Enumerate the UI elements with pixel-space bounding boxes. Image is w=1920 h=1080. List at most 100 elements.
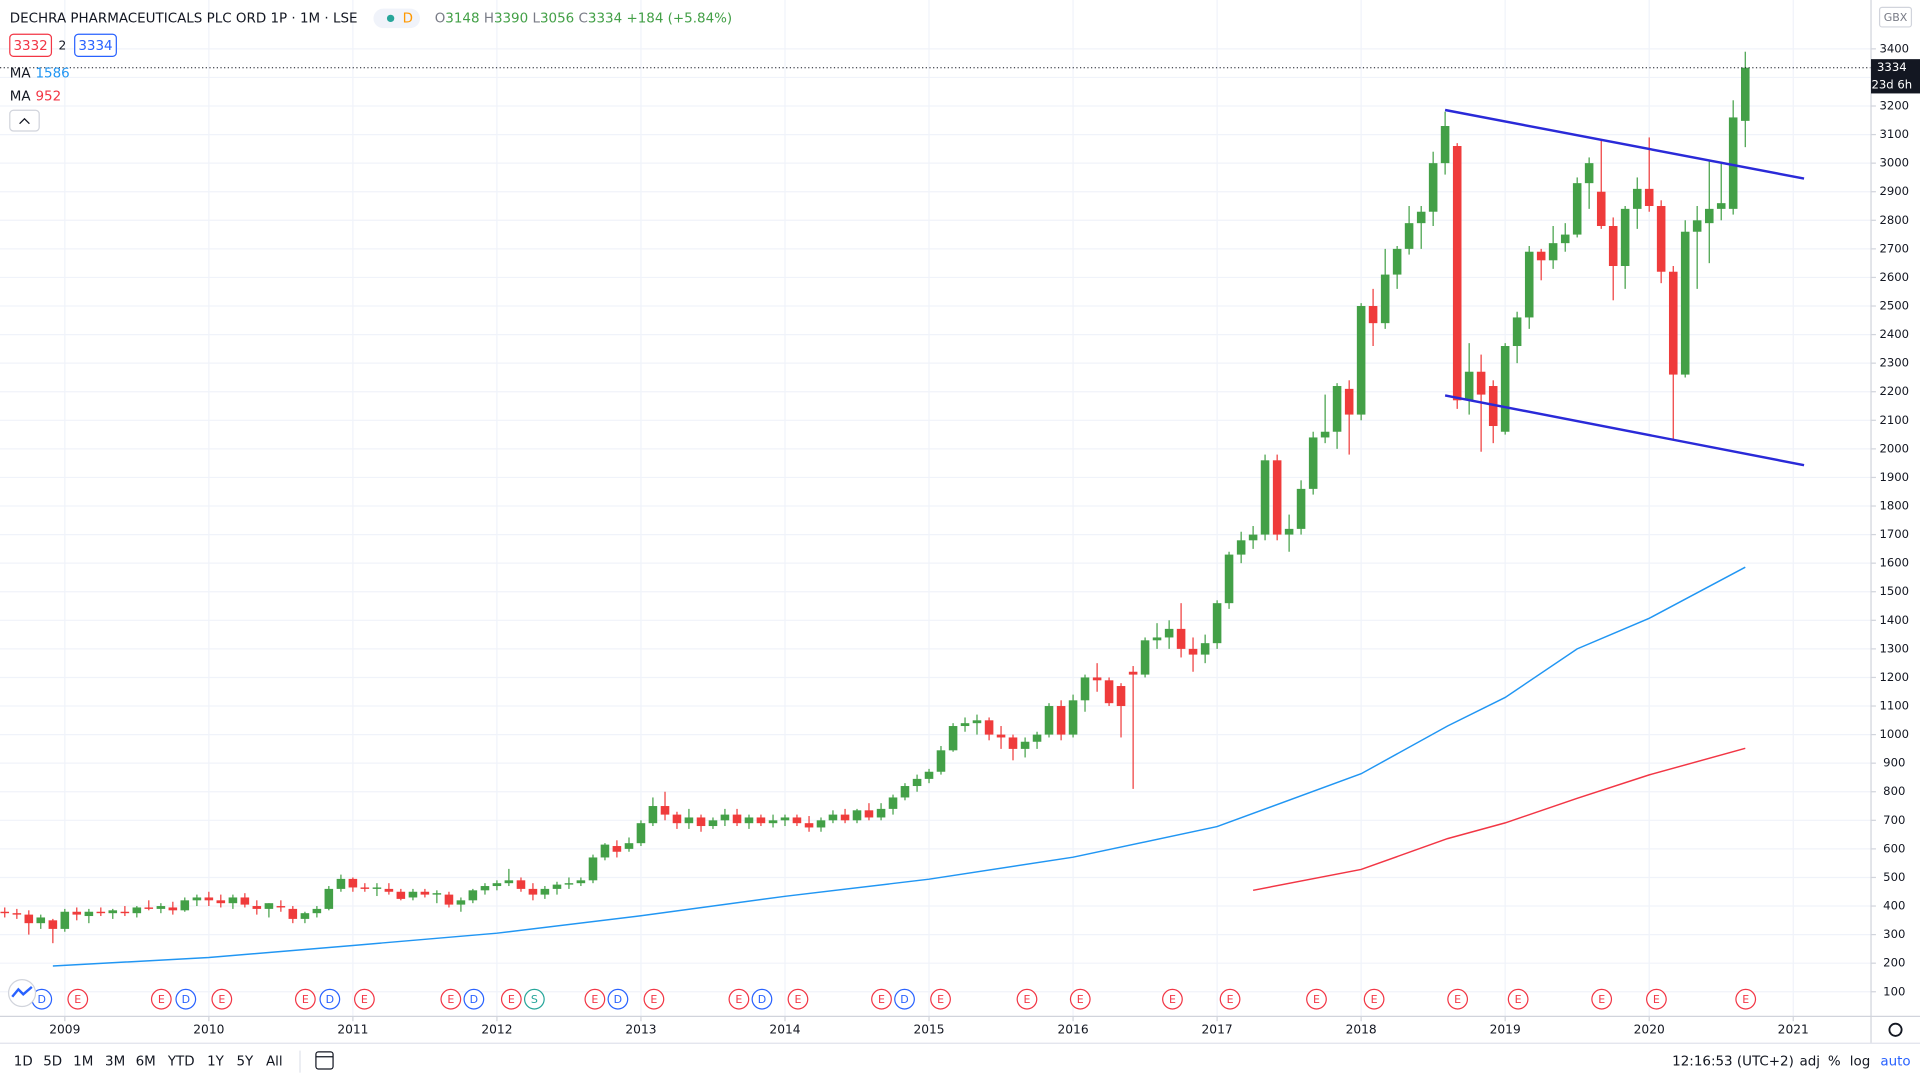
event-marker[interactable] xyxy=(1162,988,1183,1010)
y-tick-label: 1900 xyxy=(1879,470,1909,484)
event-marker[interactable] xyxy=(751,988,773,1010)
event-marker[interactable] xyxy=(1591,988,1613,1010)
candle-body xyxy=(564,883,574,885)
event-marker[interactable] xyxy=(787,988,809,1010)
candle-body xyxy=(1572,183,1582,235)
candle-body xyxy=(600,844,610,858)
event-marker[interactable] xyxy=(1306,988,1327,1010)
event-marker[interactable] xyxy=(463,988,485,1010)
option-button[interactable]: log xyxy=(1850,1055,1871,1070)
candle-body xyxy=(1380,274,1390,324)
ask-box[interactable] xyxy=(74,33,117,57)
y-tick-label: 1400 xyxy=(1879,613,1909,627)
event-marker[interactable] xyxy=(1016,988,1038,1010)
timeframe-button[interactable]: 1Y xyxy=(207,1055,225,1070)
event-marker[interactable] xyxy=(294,988,316,1010)
candle-body xyxy=(444,894,454,905)
event-marker[interactable] xyxy=(1507,988,1529,1010)
candle-body xyxy=(1428,163,1438,212)
event-marker[interactable] xyxy=(871,988,892,1010)
candle-body xyxy=(1392,248,1402,275)
event-marker[interactable] xyxy=(1219,988,1241,1010)
event-label: D xyxy=(326,993,334,1006)
option-button[interactable]: auto xyxy=(1880,1055,1910,1070)
x-tick-label: 2015 xyxy=(913,1022,944,1036)
event-marker[interactable] xyxy=(354,988,375,1010)
event-marker[interactable] xyxy=(930,988,951,1010)
date-range-icon[interactable] xyxy=(315,1051,334,1070)
y-tick-label: 3000 xyxy=(1879,156,1909,170)
event-marker[interactable] xyxy=(211,988,233,1010)
event-marker[interactable] xyxy=(1447,988,1469,1010)
candle-body xyxy=(720,814,730,821)
x-tick-label: 2021 xyxy=(1778,1022,1809,1036)
y-tick-label: 3200 xyxy=(1879,99,1909,113)
candle-body xyxy=(864,810,874,818)
candle-body xyxy=(1332,386,1342,432)
candle-body xyxy=(1644,188,1654,207)
event-marker[interactable] xyxy=(607,988,629,1010)
candle-body xyxy=(96,911,106,914)
event-marker[interactable] xyxy=(319,988,341,1010)
event-marker[interactable] xyxy=(1645,988,1667,1010)
candle-body xyxy=(612,846,622,852)
candle-body xyxy=(204,897,214,901)
candle-body xyxy=(780,817,790,821)
x-tick-label: 2010 xyxy=(193,1022,224,1036)
event-marker[interactable] xyxy=(894,988,915,1010)
y-tick-label: 800 xyxy=(1883,784,1905,798)
y-tick-label: 2700 xyxy=(1879,241,1909,255)
timeframe-button[interactable]: 6M xyxy=(136,1055,156,1070)
candle-body xyxy=(1608,226,1618,267)
event-marker[interactable] xyxy=(150,988,172,1010)
candle-body xyxy=(900,786,910,798)
candle-body xyxy=(1224,554,1234,604)
x-tick-label: 2020 xyxy=(1634,1022,1665,1036)
timeframe-button[interactable]: 5D xyxy=(43,1055,62,1070)
candle-body xyxy=(1080,677,1090,701)
ohlc-value: 3390 xyxy=(494,11,528,26)
candle-body xyxy=(948,726,958,751)
candle-body xyxy=(1620,208,1630,267)
trendline xyxy=(1444,394,1805,467)
currency-box[interactable] xyxy=(1878,6,1913,28)
event-marker[interactable] xyxy=(175,988,197,1010)
candle-body xyxy=(420,891,430,895)
event-marker[interactable] xyxy=(1069,988,1091,1010)
candle-body xyxy=(1248,534,1258,541)
candle-body xyxy=(24,914,34,924)
event-marker[interactable] xyxy=(728,988,750,1010)
candle-body xyxy=(276,906,286,908)
timeframe-button[interactable]: 3M xyxy=(105,1055,125,1070)
candle-body xyxy=(972,720,982,724)
timeframe-button[interactable]: 1D xyxy=(14,1055,33,1070)
event-marker[interactable] xyxy=(1363,988,1385,1010)
timeframe-button[interactable]: 5Y xyxy=(237,1055,255,1070)
event-marker[interactable] xyxy=(643,988,665,1010)
event-marker[interactable] xyxy=(440,988,462,1010)
bid-box[interactable] xyxy=(9,33,53,57)
option-button[interactable]: % xyxy=(1828,1055,1841,1070)
timeframe-button[interactable]: 1M xyxy=(73,1055,93,1070)
timeframe-button[interactable]: All xyxy=(266,1055,283,1070)
timeframe-button[interactable]: YTD xyxy=(167,1055,195,1070)
event-marker[interactable] xyxy=(67,988,89,1010)
candle-body xyxy=(60,911,70,929)
candle-body xyxy=(792,817,802,824)
candle-body xyxy=(1476,371,1486,395)
option-button[interactable]: adj xyxy=(1800,1055,1821,1070)
collapse-button[interactable] xyxy=(9,109,40,132)
ohlc-key: H xyxy=(484,11,494,26)
event-marker[interactable] xyxy=(584,988,606,1010)
event-marker[interactable] xyxy=(523,988,545,1010)
y-tick-label: 100 xyxy=(1883,984,1905,998)
candle-body xyxy=(888,797,898,809)
y-tick-label: 2300 xyxy=(1879,356,1909,370)
event-label: E xyxy=(1515,993,1522,1006)
event-marker[interactable] xyxy=(500,988,522,1010)
candle-body xyxy=(1032,734,1042,742)
event-marker[interactable] xyxy=(1735,988,1757,1010)
candle-body xyxy=(1272,460,1282,535)
settings-icon[interactable] xyxy=(1888,1022,1903,1037)
